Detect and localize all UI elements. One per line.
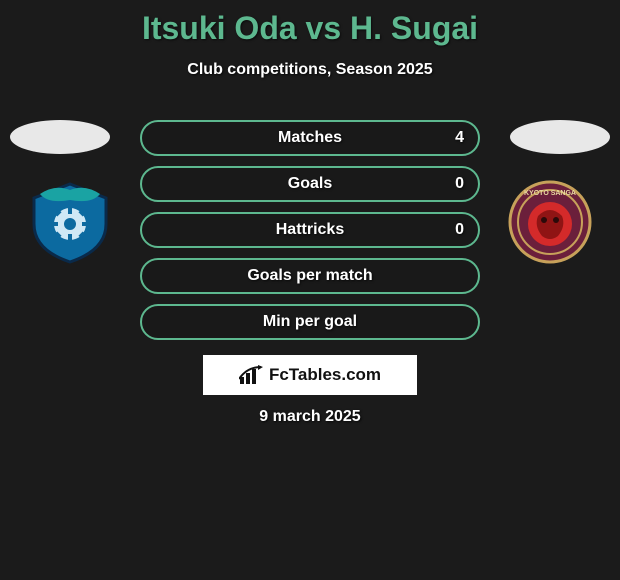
svg-text:KYOTO SANGA: KYOTO SANGA: [524, 190, 576, 197]
stat-label: Min per goal: [196, 313, 424, 331]
team-badge-right: KYOTO SANGA: [500, 180, 600, 264]
stat-label: Goals: [196, 175, 424, 193]
stats-list: Matches 4 Goals 0 Hattricks 0 Goals per …: [140, 120, 480, 350]
stat-row-goals-per-match: Goals per match: [140, 258, 480, 294]
stat-right-value: 0: [424, 175, 464, 193]
stat-right-value: 4: [424, 129, 464, 147]
branding-text: FcTables.com: [269, 365, 381, 385]
date-text: 9 march 2025: [0, 408, 620, 426]
stat-right-value: 0: [424, 221, 464, 239]
subtitle: Club competitions, Season 2025: [0, 61, 620, 79]
bar-chart-icon: [239, 365, 263, 385]
player-oval-right: [510, 120, 610, 154]
stat-row-min-per-goal: Min per goal: [140, 304, 480, 340]
stat-row-hattricks: Hattricks 0: [140, 212, 480, 248]
stat-label: Matches: [196, 129, 424, 147]
player-oval-left: [10, 120, 110, 154]
stat-label: Hattricks: [196, 221, 424, 239]
page-title: Itsuki Oda vs H. Sugai: [0, 0, 620, 47]
stat-row-goals: Goals 0: [140, 166, 480, 202]
stat-label: Goals per match: [196, 267, 424, 285]
branding-box: FcTables.com: [203, 355, 417, 395]
stat-row-matches: Matches 4: [140, 120, 480, 156]
team-badge-left: [20, 180, 120, 264]
